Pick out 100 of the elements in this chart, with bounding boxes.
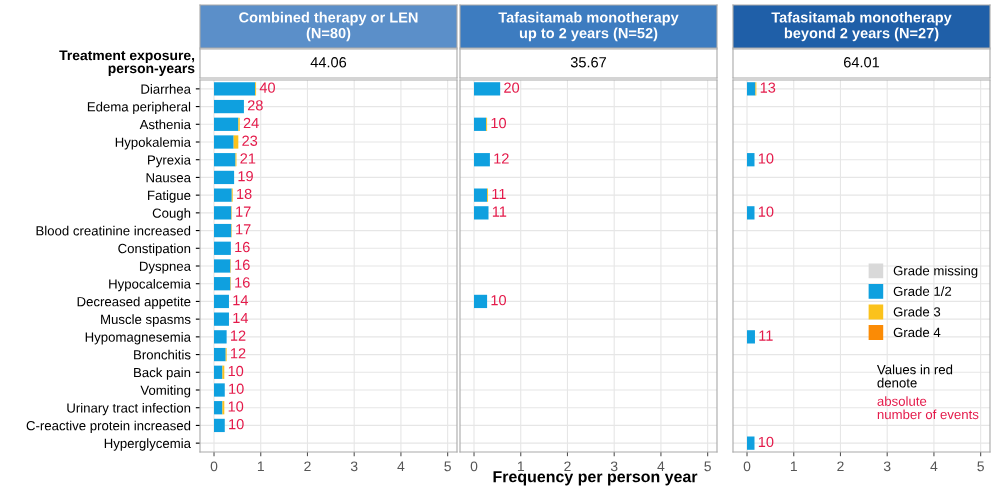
bar — [214, 82, 256, 96]
annotation: Values in red denote — [876, 364, 953, 388]
annotation: 11 — [759, 330, 773, 341]
y-tick-label: Back pain — [134, 367, 191, 380]
annotation: 21 — [240, 153, 256, 164]
bar — [474, 206, 489, 220]
annotation: 23 — [242, 135, 258, 146]
annotation: 17 — [236, 206, 251, 217]
chart-subtitle: 64.01 — [844, 57, 880, 68]
x-tick-label: 0 — [743, 461, 751, 472]
y-tick-label: Fatigue — [148, 190, 191, 203]
y-tick-label: Hypomagnesemia — [85, 332, 191, 345]
x-tick-label: 5 — [977, 461, 984, 472]
x-tick-label: 4 — [397, 461, 405, 472]
legend-label: Grade 1/2 — [893, 286, 952, 296]
annotation: 11 — [492, 188, 506, 199]
annotation: 10 — [229, 383, 244, 394]
y-tick-label: Hypocalcemia — [109, 278, 191, 292]
bar — [474, 117, 487, 131]
x-tick-label: 5 — [704, 461, 711, 472]
x-tick-label: 0 — [470, 461, 478, 472]
annotation: absolute number of events — [877, 396, 979, 420]
legend-label: Grade 3 — [893, 306, 941, 317]
bar — [214, 135, 234, 149]
y-tick-label: Diarrhea — [141, 84, 191, 94]
chart-subtitle: 35.67 — [570, 57, 607, 68]
bar — [214, 153, 236, 167]
y-tick-label: Vomiting — [140, 385, 191, 398]
annotation: 14 — [233, 295, 249, 306]
annotation: 10 — [491, 117, 507, 129]
x-tick-label: 2 — [837, 461, 844, 472]
bar — [474, 294, 488, 309]
y-tick-label: Asthenia — [139, 119, 191, 130]
y-tick-label: Pyrexia — [148, 154, 191, 168]
bar — [214, 330, 227, 344]
bar — [214, 383, 225, 397]
x-tick-label: 5 — [444, 461, 451, 472]
bar — [214, 347, 226, 362]
annotation: 12 — [231, 330, 246, 341]
annotation: 10 — [491, 295, 507, 306]
bar — [214, 312, 229, 326]
chart-subtitle: 44.06 — [310, 57, 347, 68]
y-tick-label: Urinary tract infection — [67, 402, 191, 416]
annotation: 13 — [760, 82, 776, 93]
annotation: 16 — [235, 259, 250, 270]
annotation: 24 — [243, 117, 259, 129]
annotation: 20 — [504, 82, 520, 93]
x-tick-label: 3 — [350, 461, 358, 472]
annotation: 28 — [247, 100, 263, 111]
y-tick-label: Hypokalemia — [115, 137, 191, 150]
x-tick-label: 2 — [564, 461, 571, 472]
bar — [214, 99, 244, 114]
x-tick-label: 2 — [304, 461, 311, 472]
x-axis-title: Frequency per person year — [493, 471, 698, 486]
x-tick-label: 4 — [930, 461, 938, 472]
y-tick-label: Dyspnea — [139, 261, 191, 274]
chart-title: Tafasitamab monotherapy beyond 2 years (N=27) — [771, 11, 952, 42]
legend-label: Grade missing — [893, 265, 978, 279]
annotation: 17 — [236, 224, 251, 235]
x-tick-label: 1 — [257, 461, 264, 472]
bar — [474, 188, 488, 202]
bar — [214, 401, 223, 415]
y-tick-label: Nausea — [146, 173, 191, 183]
bar — [214, 259, 231, 273]
annotation: 10 — [228, 401, 244, 412]
annotation: 11 — [492, 206, 507, 217]
annotation: 12 — [494, 153, 509, 164]
y-tick-label: Blood creatinine increased — [36, 225, 191, 236]
chart-title: Tafasitamab monotherapy up to 2 years (N=52) — [498, 11, 679, 42]
bar — [214, 188, 232, 202]
annotation: 10 — [228, 365, 244, 377]
y-tick-label: Muscle spasms — [101, 314, 191, 327]
x-tick-label: 0 — [210, 461, 218, 472]
bar — [214, 117, 239, 131]
x-tick-label: 3 — [883, 461, 891, 472]
annotation: 18 — [237, 188, 252, 200]
bar — [214, 294, 229, 309]
y-tick-label: Cough — [152, 208, 191, 221]
bar — [214, 241, 231, 255]
bar — [214, 206, 232, 220]
chart-title: Combined therapy or LEN (N=80) — [239, 11, 418, 42]
annotation: 14 — [233, 312, 249, 323]
y-tick-label: Hyperglycemia — [104, 438, 191, 451]
annotation: 10 — [758, 436, 774, 448]
bar — [214, 223, 232, 238]
x-tick-label: 1 — [790, 461, 797, 472]
text: Treatment exposure, person-years — [59, 50, 195, 76]
annotation: 10 — [758, 206, 774, 217]
bar — [214, 277, 231, 291]
annotation: 10 — [758, 153, 774, 164]
bar — [214, 365, 223, 379]
x-tick-label: 3 — [610, 461, 618, 472]
annotation: 19 — [238, 171, 253, 182]
bar — [474, 82, 501, 96]
annotation: 16 — [235, 277, 250, 288]
annotation: 40 — [259, 82, 275, 93]
y-tick-label: Decreased appetite — [77, 296, 191, 309]
bar — [214, 418, 225, 433]
y-tick-label: Edema peripheral — [87, 101, 191, 115]
annotation: 16 — [235, 241, 250, 253]
